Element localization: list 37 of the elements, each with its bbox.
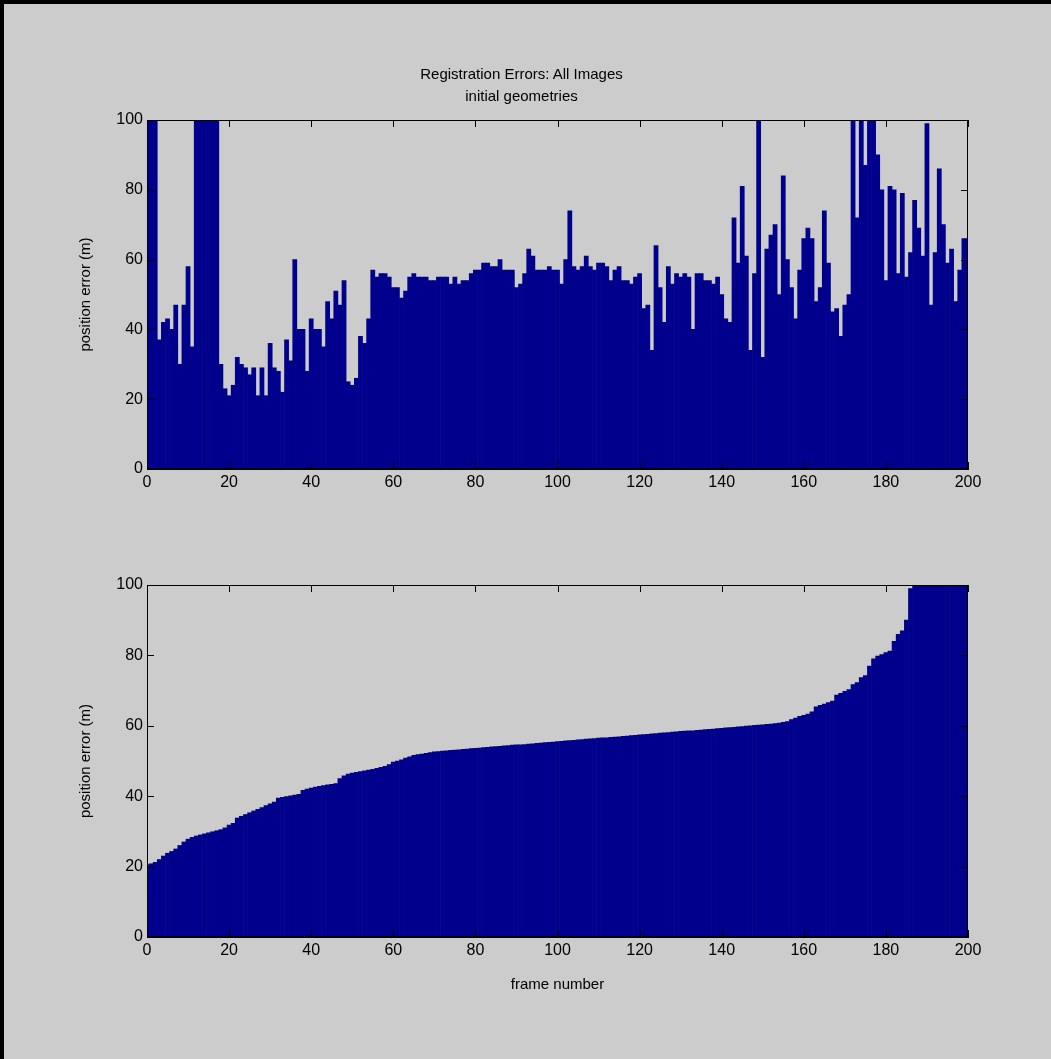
x-tick-label: 100 [544, 473, 571, 491]
x-axis-title: frame number [510, 975, 605, 993]
x-tick-label: 140 [708, 473, 736, 491]
y-tick-label: 60 [125, 250, 144, 268]
y-tick-label: 100 [116, 110, 144, 128]
y-tick-label: 20 [125, 857, 144, 875]
x-tick-label: 60 [384, 473, 403, 491]
chart-title: Registration Errors: All Images [420, 65, 623, 83]
x-tick-label: 200 [954, 941, 982, 959]
y-tick-label: 40 [125, 319, 144, 337]
y-tick-label: 80 [125, 180, 144, 198]
x-tick-label: 60 [384, 941, 403, 959]
x-tick-label: 40 [302, 473, 321, 491]
x-tick-label: 120 [626, 941, 654, 959]
x-tick-label: 200 [954, 473, 982, 491]
x-tick-label: 80 [466, 473, 485, 491]
y-tick-label: 100 [116, 575, 144, 593]
x-tick-label: 180 [872, 473, 900, 491]
x-tick-label: 40 [302, 941, 321, 959]
x-tick-label: 80 [466, 941, 485, 959]
x-tick-label: 140 [708, 941, 736, 959]
y-tick-label: 40 [125, 786, 144, 804]
y-tick-label: 20 [125, 389, 144, 407]
x-tick-label: 120 [626, 473, 654, 491]
y-tick-label: 80 [125, 645, 144, 663]
x-tick-label: 160 [790, 941, 818, 959]
x-tick-label: 100 [544, 941, 571, 959]
chart-subtitle: initial geometries [465, 87, 578, 105]
y-tick-label: 0 [134, 459, 144, 477]
x-tick-label: 180 [872, 941, 900, 959]
y-tick-label: 0 [134, 927, 144, 945]
x-tick-label: 160 [790, 473, 818, 491]
y-axis-title: position error (m) [76, 703, 94, 819]
y-axis-title: position error (m) [76, 237, 94, 352]
x-tick-label: 20 [220, 941, 239, 959]
y-tick-label: 60 [125, 716, 144, 734]
x-tick-label: 20 [220, 473, 239, 491]
